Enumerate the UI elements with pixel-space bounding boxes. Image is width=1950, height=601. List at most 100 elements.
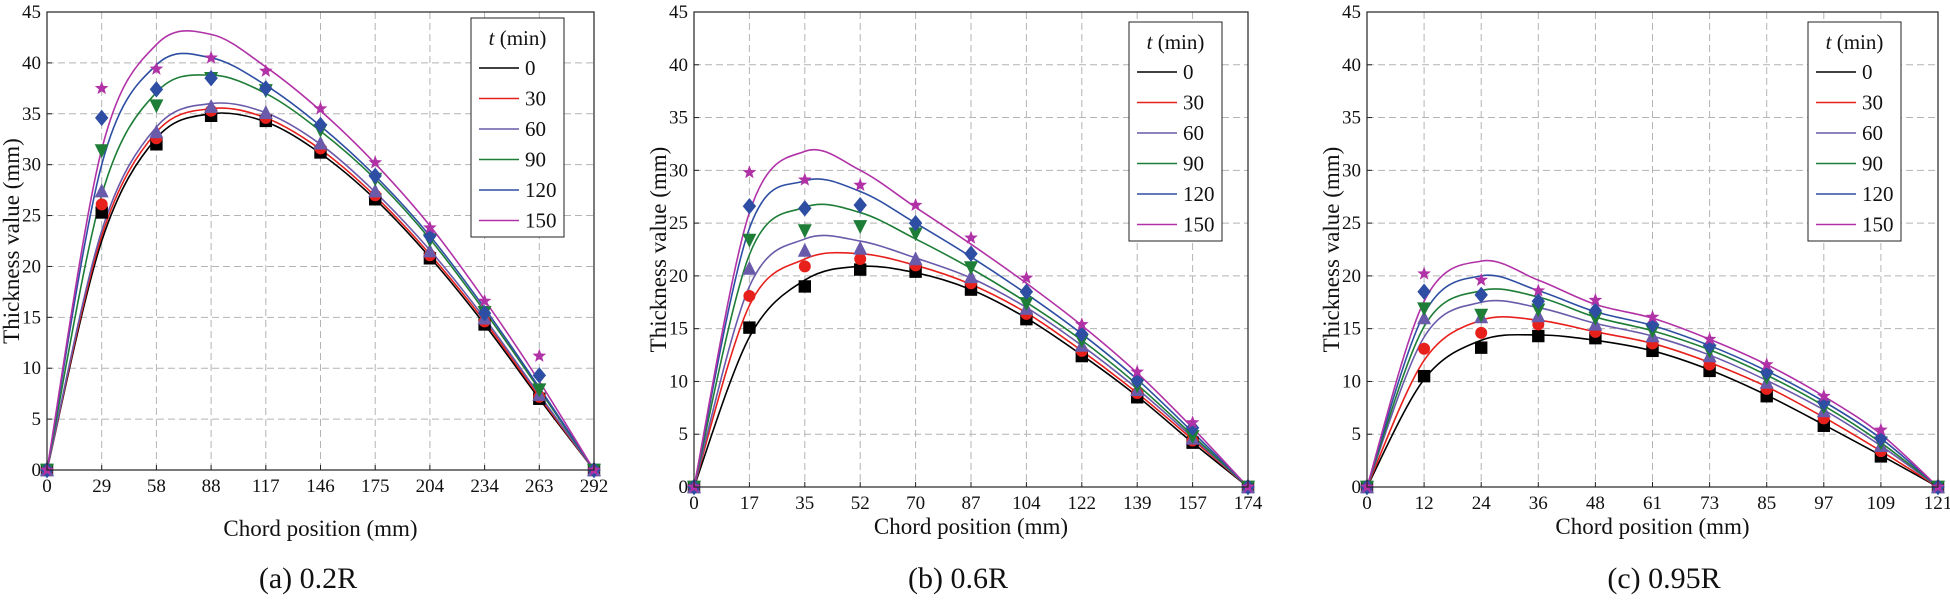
y-tick-label: 5 bbox=[32, 409, 42, 430]
marker-series-60 bbox=[797, 242, 812, 257]
panel-a: 0 29 58 88 117 146 175 204 234 263 292 0 5 10 15 20 25 30… bbox=[0, 2, 608, 595]
x-axis-title: Chord position (mm) bbox=[1555, 514, 1749, 539]
x-axis-title: Chord position (mm) bbox=[874, 514, 1068, 539]
x-tick-label: 139 bbox=[1123, 493, 1152, 514]
marker-series-0 bbox=[1532, 329, 1545, 343]
y-axis-title: Thickness value (mm) bbox=[646, 147, 671, 353]
curve-series-90 bbox=[693, 203, 1249, 488]
x-tick-label: 85 bbox=[1757, 493, 1776, 514]
x-tick-label: 0 bbox=[42, 476, 52, 497]
y-tick-label: 5 bbox=[679, 424, 689, 445]
x-tick-label: 36 bbox=[1529, 493, 1548, 514]
marker-series-60 bbox=[422, 243, 437, 258]
marker-series-120 bbox=[313, 116, 328, 134]
marker-series-60 bbox=[853, 240, 868, 255]
y-tick-label: 35 bbox=[1342, 108, 1361, 129]
marker-series-120 bbox=[798, 200, 812, 217]
marker-series-150 bbox=[1417, 266, 1431, 280]
legend-label-150: 150 bbox=[1862, 213, 1894, 237]
curve-series-120 bbox=[46, 52, 595, 471]
marker-series-120 bbox=[1417, 283, 1431, 300]
marker-series-120 bbox=[95, 109, 109, 127]
marker-series-90 bbox=[853, 220, 868, 234]
marker-series-90 bbox=[94, 144, 109, 159]
marker-series-120 bbox=[1075, 325, 1089, 343]
legend-label-120: 120 bbox=[525, 178, 557, 202]
marker-series-150 bbox=[368, 155, 383, 169]
marker-series-0 bbox=[1475, 341, 1488, 354]
marker-series-150 bbox=[1816, 389, 1831, 403]
x-tick-label: 12 bbox=[1415, 493, 1434, 514]
legend-label-60: 60 bbox=[1183, 121, 1204, 145]
marker-series-120 bbox=[1474, 286, 1488, 304]
marker-series-30 bbox=[798, 260, 811, 273]
marker-series-120 bbox=[368, 167, 382, 185]
x-tick-label: 175 bbox=[361, 476, 390, 497]
y-tick-label: 45 bbox=[669, 2, 688, 23]
y-tick-label: 40 bbox=[22, 53, 41, 74]
x-tick-label: 88 bbox=[202, 476, 221, 497]
x-tick-label: 70 bbox=[906, 493, 925, 514]
marker-series-90 bbox=[1417, 302, 1432, 317]
y-tick-label: 30 bbox=[22, 155, 41, 176]
panel-b: 0 17 35 52 70 87 104 122 139 157 174 0 5 10 15 20 25 30 35… bbox=[646, 2, 1263, 595]
marker-series-90 bbox=[1531, 303, 1546, 318]
y-tick-label: 40 bbox=[1342, 55, 1361, 76]
marker-series-90 bbox=[1474, 308, 1489, 323]
y-tick-label: 35 bbox=[669, 108, 688, 129]
marker-series-120 bbox=[1531, 293, 1545, 310]
legend-label-30: 30 bbox=[1862, 91, 1883, 115]
legend-label-150: 150 bbox=[1183, 213, 1215, 237]
legend-label-30: 30 bbox=[525, 87, 546, 111]
marker-series-150 bbox=[1019, 270, 1034, 284]
y-tick-label: 10 bbox=[669, 371, 688, 392]
marker-series-120 bbox=[149, 81, 164, 98]
marker-series-90 bbox=[908, 227, 923, 242]
marker-series-150 bbox=[853, 177, 868, 191]
y-tick-label: 15 bbox=[669, 319, 688, 340]
y-tick-label: 25 bbox=[669, 213, 688, 234]
marker-series-90 bbox=[742, 233, 757, 248]
marker-series-60 bbox=[149, 124, 164, 139]
legend-title-unit: (min) bbox=[1831, 30, 1883, 54]
y-tick-label: 15 bbox=[1342, 319, 1361, 340]
marker-series-150 bbox=[1874, 422, 1888, 436]
marker-series-90 bbox=[797, 224, 812, 239]
x-tick-label: 35 bbox=[795, 493, 814, 514]
legend-label-120: 120 bbox=[1862, 182, 1894, 206]
legend-label-120: 120 bbox=[1183, 182, 1215, 206]
panel-caption: (c) 0.95R bbox=[1607, 562, 1720, 595]
legend-label-90: 90 bbox=[1862, 152, 1883, 176]
y-tick-label: 0 bbox=[32, 460, 42, 481]
marker-series-0 bbox=[1417, 369, 1431, 383]
marker-series-90 bbox=[1185, 430, 1200, 445]
legend-box bbox=[1128, 21, 1223, 242]
panel-c: 0 12 24 36 48 61 73 85 97 109 121 0 5 10 15 20 25 30 35 40 4… bbox=[1319, 2, 1950, 595]
y-tick-label: 35 bbox=[22, 104, 41, 125]
x-tick-label: 117 bbox=[252, 476, 280, 497]
x-tick-label: 0 bbox=[689, 493, 699, 514]
y-tick-label: 5 bbox=[1352, 424, 1362, 445]
legend-label-90: 90 bbox=[525, 148, 546, 172]
marker-series-150 bbox=[423, 220, 437, 234]
marker-series-150 bbox=[797, 172, 812, 186]
marker-series-150 bbox=[742, 165, 757, 179]
marker-series-120 bbox=[1588, 302, 1603, 319]
marker-series-120 bbox=[1702, 337, 1717, 354]
legend: t (min) 0 30 60 90 120 150 bbox=[470, 17, 565, 238]
y-tick-label: 10 bbox=[22, 358, 41, 379]
marker-series-90 bbox=[532, 383, 547, 398]
x-tick-label: 29 bbox=[92, 476, 111, 497]
legend-label-30: 30 bbox=[1183, 91, 1204, 115]
legend-label-60: 60 bbox=[525, 117, 546, 141]
marker-series-150 bbox=[908, 197, 923, 211]
y-tick-label: 20 bbox=[1342, 266, 1361, 287]
y-axis-title: Thickness value (mm) bbox=[1319, 147, 1344, 353]
legend-label-60: 60 bbox=[1862, 121, 1883, 145]
y-tick-label: 25 bbox=[22, 206, 41, 227]
marker-series-30 bbox=[743, 289, 756, 302]
panel-caption: (b) 0.6R bbox=[908, 562, 1008, 595]
marker-series-120 bbox=[853, 196, 867, 214]
marker-series-120 bbox=[477, 305, 492, 322]
